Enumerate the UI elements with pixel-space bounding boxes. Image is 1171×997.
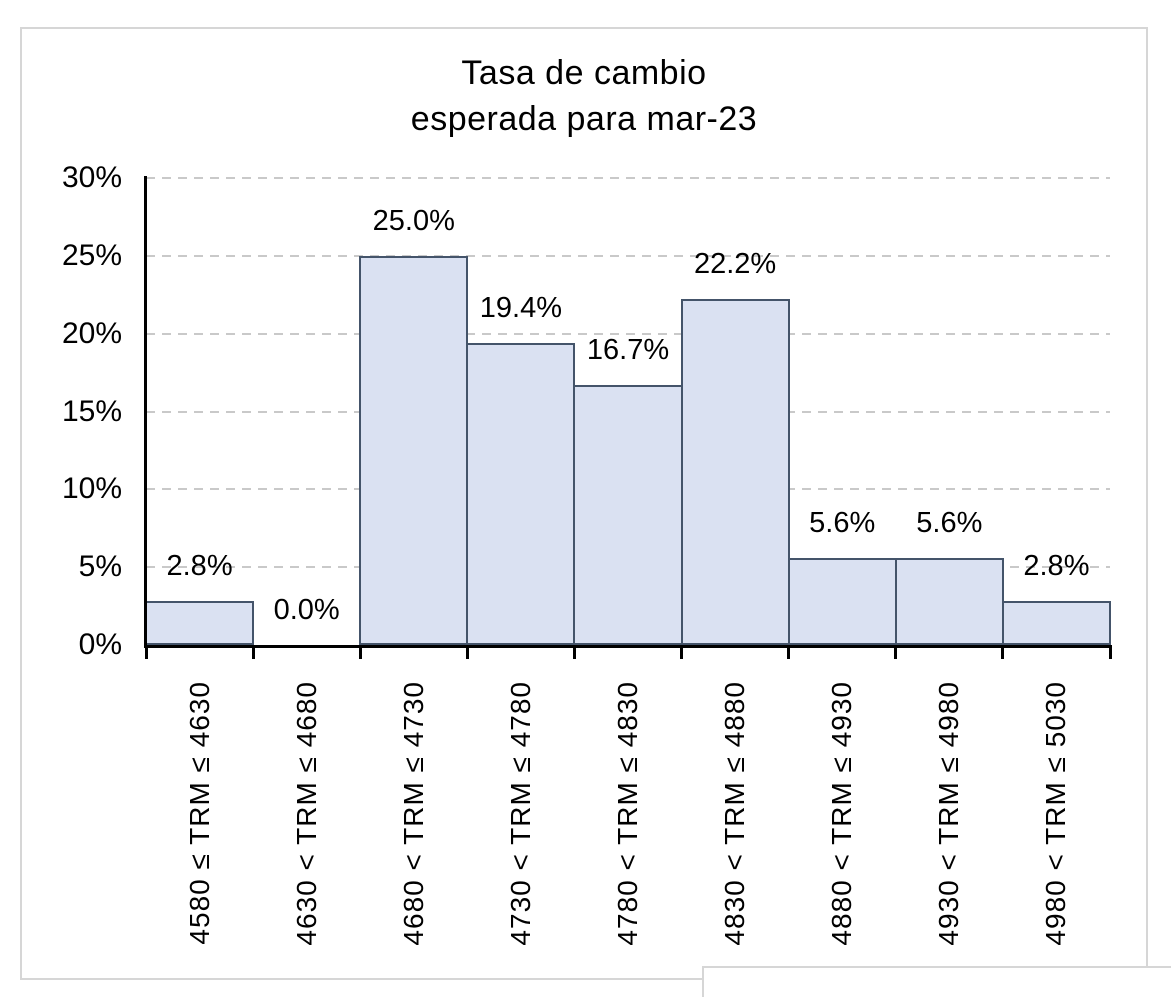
x-axis-label-text: 4680 < TRM ≤ 4730 <box>397 680 429 946</box>
gridline-30% <box>146 177 1110 179</box>
y-axis-line <box>144 176 147 647</box>
bar-value-label-19.4%: 19.4% <box>479 292 562 324</box>
bar-4680 < TRM ≤ 4730 <box>359 255 469 645</box>
bar-4880 < TRM ≤ 4930 <box>787 557 897 645</box>
chart-frame: Tasa de cambio esperada para mar-23 30% 2… <box>20 27 1148 980</box>
x-axis-tick-1 <box>251 645 255 659</box>
bar-value-label-25.0%: 25.0% <box>372 204 455 237</box>
x-axis-tick-4 <box>572 645 576 659</box>
chart-title: Tasa de cambio esperada para mar-23 <box>22 50 1146 142</box>
x-axis-label-text: 4880 < TRM ≤ 4930 <box>826 680 858 946</box>
x-axis-line <box>144 645 1112 648</box>
x-axis-label-4680 < TRM ≤ 4730: 4680 < TRM ≤ 4730 <box>360 663 467 963</box>
x-axis-label-4580 ≤ TRM ≤ 4630: 4580 ≤ TRM ≤ 4630 <box>146 663 253 963</box>
x-axis-label-4730 < TRM ≤ 4780: 4730 < TRM ≤ 4780 <box>467 663 574 963</box>
x-axis-tick-6 <box>787 645 791 659</box>
bar-4730 < TRM ≤ 4780 <box>466 343 576 645</box>
x-axis-label-text: 4730 < TRM ≤ 4780 <box>504 680 536 946</box>
bar-value-label-0.0%: 0.0% <box>273 594 340 626</box>
y-axis-label-15%: 15% <box>61 394 122 428</box>
x-axis-label-text: 4580 ≤ TRM ≤ 4630 <box>183 681 215 945</box>
bar-value-label-2.8%: 2.8% <box>166 550 233 583</box>
bar-value-label-5.6%: 5.6% <box>916 506 983 539</box>
x-axis-tick-3 <box>465 645 469 659</box>
x-axis-label-4980 < TRM ≤ 5030: 4980 < TRM ≤ 5030 <box>1003 663 1110 963</box>
chart-title-line-1: Tasa de cambio <box>461 54 707 92</box>
x-axis-tick-0 <box>144 645 148 659</box>
x-axis-label-4880 < TRM ≤ 4930: 4880 < TRM ≤ 4930 <box>789 663 896 963</box>
x-axis-label-4830 < TRM ≤ 4880: 4830 < TRM ≤ 4880 <box>682 663 789 963</box>
x-axis-label-text: 4930 < TRM ≤ 4980 <box>933 680 965 946</box>
y-axis-label-0%: 30% <box>61 161 122 194</box>
y-axis-label-10%: 20% <box>61 316 122 350</box>
x-axis-label-text: 4630 < TRM ≤ 4680 <box>290 680 322 946</box>
bar-4780 < TRM ≤ 4830 <box>573 385 683 645</box>
adjacent-object-corner <box>702 966 1171 997</box>
x-axis-tick-5 <box>680 645 684 659</box>
x-axis-label-4930 < TRM ≤ 4980: 4930 < TRM ≤ 4980 <box>896 663 1003 963</box>
y-axis-label-30%: 0% <box>78 628 122 661</box>
bar-value-label-22.2%: 22.2% <box>693 248 777 281</box>
y-axis-label-25%: 5% <box>78 550 122 584</box>
gridline-25% <box>146 254 1110 257</box>
bar-4830 < TRM ≤ 4880 <box>680 299 790 645</box>
x-axis-label-4630 < TRM ≤ 4680: 4630 < TRM ≤ 4680 <box>253 663 360 963</box>
x-axis-tick-2 <box>358 645 362 659</box>
x-axis-tick-8 <box>1001 645 1005 659</box>
x-axis-tick-9 <box>1108 645 1112 659</box>
x-axis-label-text: 4980 < TRM ≤ 5030 <box>1040 680 1072 946</box>
bar-4930 < TRM ≤ 4980 <box>894 557 1004 645</box>
bar-value-label-2.8%: 2.8% <box>1023 550 1090 583</box>
bar-value-label-5.6%: 5.6% <box>809 506 876 539</box>
bar-value-label-16.7%: 16.7% <box>586 334 670 367</box>
x-axis-label-4780 < TRM ≤ 4830: 4780 < TRM ≤ 4830 <box>574 663 681 963</box>
bar-4980 < TRM ≤ 5030 <box>1001 601 1111 645</box>
chart-title-line-2: esperada para mar-23 <box>410 100 758 138</box>
gridline-20% <box>146 332 1110 335</box>
y-axis-label-20%: 10% <box>61 472 122 506</box>
x-axis-tick-7 <box>894 645 898 659</box>
y-axis-label-5%: 25% <box>61 238 122 272</box>
x-axis-label-text: 4830 < TRM ≤ 4880 <box>719 680 751 946</box>
plot-area <box>145 177 1111 645</box>
x-axis-label-text: 4780 < TRM ≤ 4830 <box>611 680 643 946</box>
